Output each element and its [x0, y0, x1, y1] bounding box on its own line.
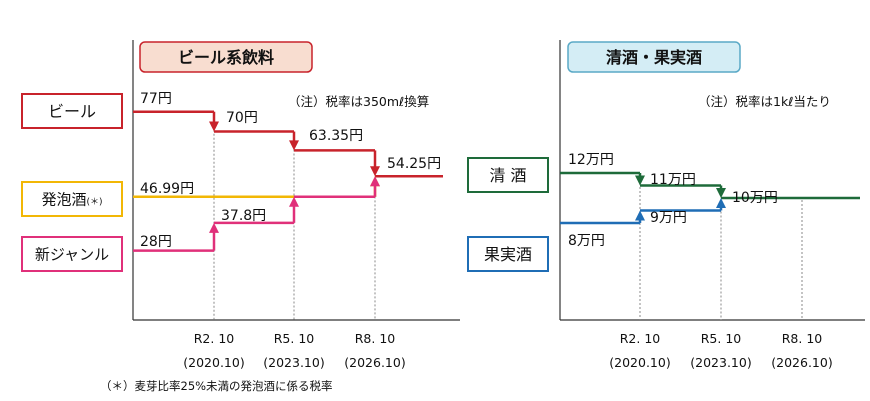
legend-new-genre-box: [21, 236, 123, 272]
x-tick-label-2: R5. 10: [701, 331, 742, 346]
new-genre-arrow-up: [370, 176, 380, 187]
x-tick-label-1: R8. 10: [355, 331, 396, 346]
x-tick-label-2: R2. 10: [620, 331, 661, 346]
data-label-beer: 70円: [226, 110, 258, 126]
chart-note-2: （注）税率は1kℓ当たり: [698, 94, 831, 109]
data-label-beer: 54.25円: [387, 156, 441, 172]
x-tick-label-1: R5. 10: [274, 331, 315, 346]
legend-happoshu-marker: (＊): [86, 197, 102, 207]
legend-beer-box: [21, 93, 123, 129]
x-tick-sub-1: (2023.10): [263, 355, 324, 370]
data-label-beer: 63.35円: [309, 128, 363, 144]
legend-beer-label: ビール: [48, 102, 96, 121]
data-label-sake: 10万円: [732, 190, 778, 206]
legend-happoshu-box: [21, 181, 123, 217]
x-tick-sub-2: (2023.10): [690, 355, 751, 370]
data-label-beer: 77円: [140, 91, 172, 107]
data-label-sake: 12万円: [568, 152, 614, 168]
x-tick-sub-1: (2026.10): [344, 355, 405, 370]
fruit-wine-arrow-up: [716, 198, 726, 208]
x-tick-sub-1: (2020.10): [183, 355, 244, 370]
new-genre-arrow-up: [209, 222, 219, 233]
chart-title-2: 清酒・果実酒: [606, 48, 702, 67]
x-tick-label-2: R8. 10: [782, 331, 823, 346]
chart-title-1: ビール系飲料: [178, 48, 274, 67]
legend-new-genre-label: 新ジャンル: [35, 245, 109, 263]
data-label-new-genre: 28円: [140, 234, 172, 250]
data-label-fruit-wine: 8万円: [568, 233, 605, 249]
data-label-sake: 11万円: [650, 172, 696, 188]
legend-sake-box: [467, 157, 549, 193]
new-genre-arrow-up: [289, 196, 299, 207]
x-tick-label-1: R2. 10: [194, 331, 235, 346]
footnote: （＊）麦芽比率25%未満の発泡酒に係る税率: [100, 379, 333, 393]
legend-sake-label: 清 酒: [489, 166, 526, 185]
legend-fruit-wine-label: 果実酒: [484, 245, 532, 264]
beer-arrow-down: [209, 121, 219, 132]
chart-title-box-1: [139, 41, 313, 73]
chart-note-1: （注）税率は350mℓ換算: [288, 94, 429, 109]
legend-fruit-wine-box: [467, 236, 549, 272]
data-label-fruit-wine: 9万円: [650, 210, 687, 226]
x-tick-sub-2: (2020.10): [609, 355, 670, 370]
chart-title-box-2: [567, 41, 741, 73]
x-tick-sub-2: (2026.10): [771, 355, 832, 370]
sake-arrow-down: [635, 175, 645, 186]
fruit-wine-arrow-up: [635, 210, 645, 221]
beer-arrow-down: [370, 166, 380, 177]
data-label-happoshu: 46.99円: [140, 181, 194, 197]
data-label-new-genre: 37.8円: [221, 208, 266, 224]
sake-arrow-down: [716, 188, 726, 198]
beer-arrow-down: [289, 140, 299, 151]
